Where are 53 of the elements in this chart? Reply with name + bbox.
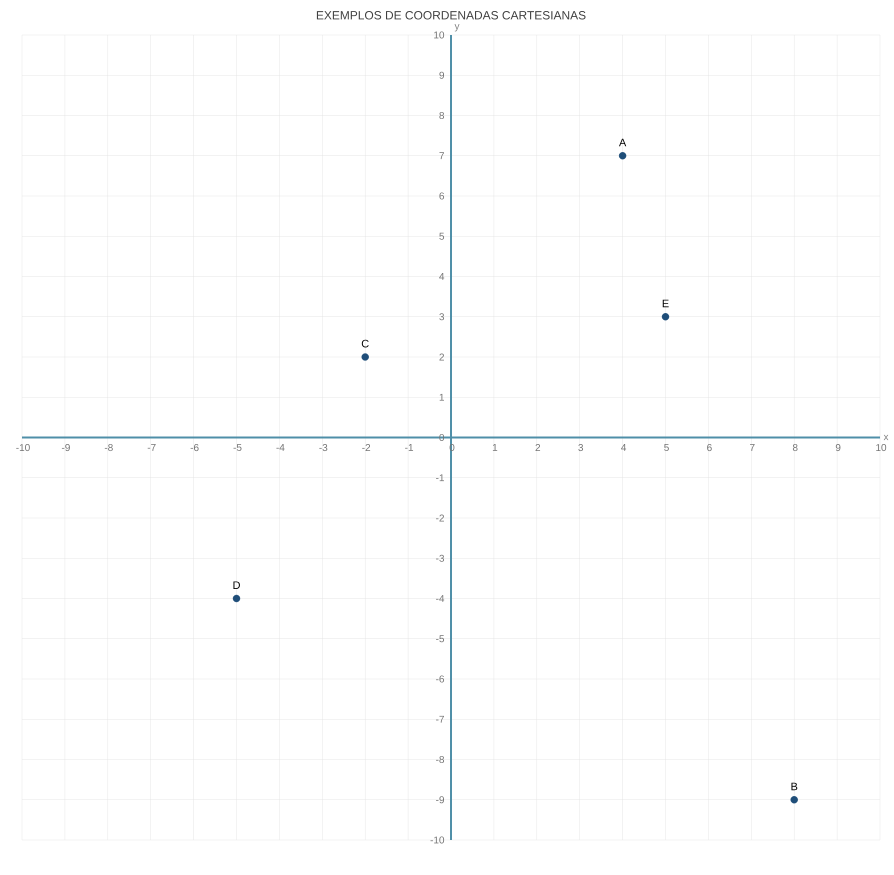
y-tick-label: 9 [439, 72, 444, 79]
annotation: B [791, 782, 798, 790]
annotation: A [618, 138, 626, 146]
annotation: C [362, 340, 369, 348]
y-tick-label: 4 [439, 273, 444, 280]
y-tick-label: 3 [439, 313, 444, 320]
y-tick-label: 7 [439, 152, 444, 160]
x-tick-label: -5 [234, 444, 242, 451]
x-tick-label: -7 [148, 444, 156, 451]
point [362, 353, 369, 361]
y-tick-label: 2 [439, 354, 444, 360]
y-tick-label: -4 [436, 595, 444, 602]
y-tick-label: -2 [436, 514, 444, 522]
y-tick-label: 5 [439, 232, 444, 240]
point [232, 594, 240, 602]
y-axis-title: y [454, 24, 460, 32]
x-tick-label: -6 [190, 444, 199, 452]
y-tick-label: -9 [436, 796, 444, 804]
x-tick-label: -3 [319, 444, 328, 452]
annotation: E [662, 300, 669, 308]
x-tick-label: 7 [750, 444, 755, 451]
x-tick-label: 1 [492, 444, 498, 451]
point [790, 796, 798, 804]
y-tick-label: 6 [439, 192, 444, 200]
x-axis-title: x [884, 434, 888, 440]
y-tick-label: -8 [436, 756, 444, 764]
y-tick-label: -3 [436, 554, 444, 562]
point [618, 152, 626, 160]
x-tick-label: -8 [104, 444, 113, 452]
y-tick-label: -5 [436, 635, 444, 642]
x-tick-label: -1 [405, 444, 414, 451]
x-tick-label: -4 [276, 444, 285, 451]
x-tick-label: -2 [362, 444, 370, 451]
x-tick-label: 6 [707, 444, 712, 452]
x-tick-label: 4 [621, 444, 626, 451]
x-tick-label: 8 [792, 444, 798, 452]
y-tick-label: 8 [439, 112, 444, 120]
annotation: D [233, 581, 240, 589]
x-tick-label: 2 [536, 444, 540, 451]
y-tick-label: -6 [436, 675, 444, 683]
x-tick-label: 3 [578, 444, 584, 452]
x-tick-label: 5 [664, 444, 669, 451]
y-tick-label: -1 [436, 474, 444, 482]
x-tick-label: -9 [62, 444, 70, 452]
point [662, 313, 670, 320]
y-tick-label: 1 [440, 394, 444, 401]
x-tick-label: -10 [16, 444, 30, 452]
x-tick-label: 9 [836, 444, 840, 452]
chart-title: EXEMPLOS DE COORDENADAS CARTESIANAS [316, 11, 586, 20]
y-tick-label: -7 [436, 716, 444, 723]
y-tick-label: -10 [430, 836, 444, 844]
x-tick-label: 10 [876, 444, 886, 452]
y-tick-label: 10 [434, 31, 444, 39]
